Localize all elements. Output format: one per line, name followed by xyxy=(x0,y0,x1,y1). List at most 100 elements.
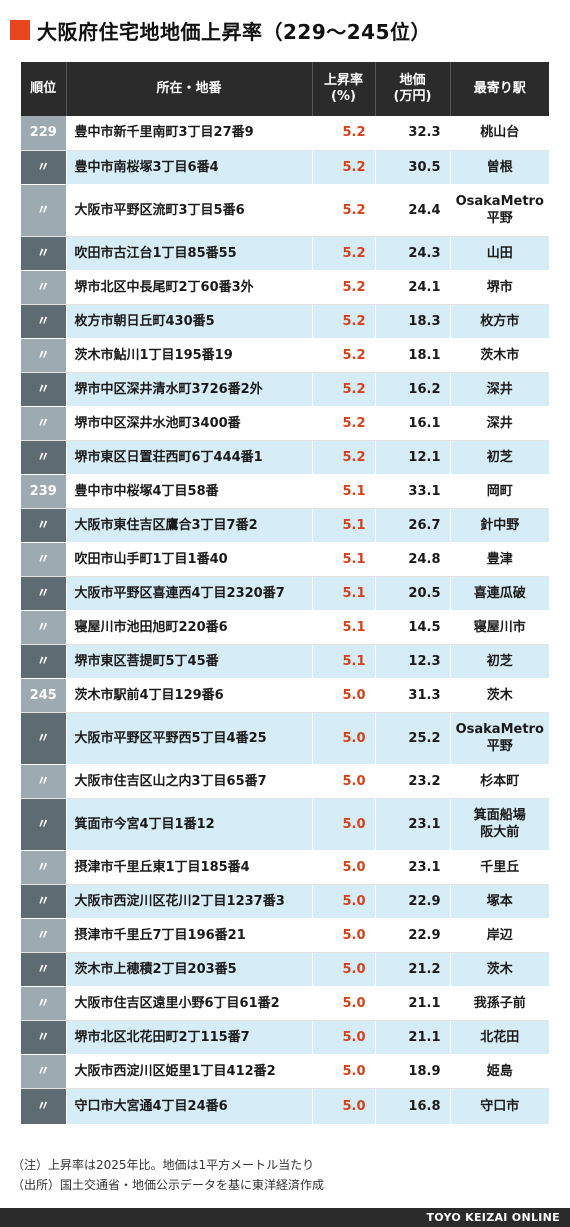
rank-cell: 〃 xyxy=(21,372,67,407)
rate-cell: 5.2 xyxy=(312,150,376,185)
price-cell: 22.9 xyxy=(375,884,451,919)
page-title: 大阪府住宅地地価上昇率（229～245位） xyxy=(37,19,431,44)
rate-cell: 5.0 xyxy=(312,986,376,1021)
station-name: 我孫子前 xyxy=(473,995,526,1011)
address-cell: 吹田市山手町1丁目1番40 xyxy=(66,542,313,577)
table-row: 〃守口市大宮通4丁目24番6 5.0 16.8 守口市 xyxy=(21,1088,549,1125)
rank-cell: 〃 xyxy=(21,884,67,919)
rate-cell: 5.1 xyxy=(312,644,376,679)
header-address: 所在・地番 xyxy=(66,62,313,116)
station-cell: 初芝 xyxy=(450,440,549,475)
footnote-source: （出所）国土交通省・地価公示データを基に東洋経済作成 xyxy=(12,1178,325,1192)
address-cell: 大阪市平野区流町3丁目5番6 xyxy=(66,184,313,237)
station-name: 豊津 xyxy=(486,551,513,567)
price-cell: 23.2 xyxy=(375,764,451,799)
station-cell: 我孫子前 xyxy=(450,986,549,1021)
address-cell: 吹田市古江台1丁目85番55 xyxy=(66,236,313,271)
address-cell: 大阪市平野区喜連西4丁目2320番7 xyxy=(66,576,313,611)
station-name: OsakaMetro xyxy=(455,722,544,737)
station-cell: 守口市 xyxy=(450,1088,549,1125)
rate-cell: 5.0 xyxy=(312,712,376,765)
rank-cell: 〃 xyxy=(21,986,67,1021)
station-name: 深井 xyxy=(486,415,513,431)
station-name: 杉本町 xyxy=(480,773,520,789)
table-row: 〃茨木市上穂積2丁目203番5 5.0 21.2 茨木 xyxy=(21,952,549,987)
station-name: 岸辺 xyxy=(486,927,513,943)
address-cell: 堺市北区中長尾町2丁60番3外 xyxy=(66,270,313,305)
station-cell: 茨木 xyxy=(450,678,549,713)
price-cell: 33.1 xyxy=(375,474,451,509)
price-cell: 20.5 xyxy=(375,576,451,611)
table-row: 〃堺市中区深井水池町3400番 5.2 16.1 深井 xyxy=(21,406,549,441)
address-cell: 茨木市駅前4丁目129番6 xyxy=(66,678,313,713)
rank-cell: 〃 xyxy=(21,610,67,645)
rank-cell: 〃 xyxy=(21,576,67,611)
station-name: 千里丘 xyxy=(480,859,520,875)
station-cell: 寝屋川市 xyxy=(450,610,549,645)
address-cell: 大阪市平野区平野西5丁目4番25 xyxy=(66,712,313,765)
price-cell: 14.5 xyxy=(375,610,451,645)
station-cell: OsakaMetro 平野 xyxy=(450,184,549,237)
price-cell: 24.8 xyxy=(375,542,451,577)
station-name: 山田 xyxy=(486,245,513,261)
table-row: 〃堺市東区日置荘西町6丁444番1 5.2 12.1 初芝 xyxy=(21,440,549,475)
station-cell: 箕面船場 阪大前 xyxy=(450,798,549,851)
table-row: 〃吹田市古江台1丁目85番55 5.2 24.3 山田 xyxy=(21,236,549,271)
table-row: 〃大阪市住吉区遠里小野6丁目61番2 5.0 21.1 我孫子前 xyxy=(21,986,549,1021)
station-name: 寝屋川市 xyxy=(473,619,526,635)
station-cell: 山田 xyxy=(450,236,549,271)
rate-cell: 5.0 xyxy=(312,764,376,799)
station-name: 茨木 xyxy=(486,687,513,703)
rank-cell: 〃 xyxy=(21,406,67,441)
station-cell: 茨木市 xyxy=(450,338,549,373)
address-cell: 堺市中区深井水池町3400番 xyxy=(66,406,313,441)
price-cell: 12.3 xyxy=(375,644,451,679)
header-price-line2: (万円) xyxy=(393,89,432,104)
table-row: 〃大阪市西淀川区姫里1丁目412番2 5.0 18.9 姫島 xyxy=(21,1054,549,1089)
table-row: 〃堺市北区北花田町2丁115番7 5.0 21.1 北花田 xyxy=(21,1020,549,1055)
station-cell: 杉本町 xyxy=(450,764,549,799)
station-name: 塚本 xyxy=(486,893,513,909)
station-cell: OsakaMetro 平野 xyxy=(450,712,549,765)
price-cell: 18.9 xyxy=(375,1054,451,1089)
rank-cell: 〃 xyxy=(21,270,67,305)
rate-cell: 5.0 xyxy=(312,1088,376,1125)
rate-cell: 5.2 xyxy=(312,184,376,237)
station-name: 茨木 xyxy=(486,961,513,977)
station-name: 姫島 xyxy=(486,1063,513,1079)
address-cell: 摂津市千里丘東1丁目185番4 xyxy=(66,850,313,885)
price-cell: 24.1 xyxy=(375,270,451,305)
header-rate-line1: 上昇率 xyxy=(323,73,363,88)
table-row: 〃枚方市朝日丘町430番5 5.2 18.3 枚方市 xyxy=(21,304,549,339)
footnote-note: （注）上昇率は2025年比。地価は1平方メートル当たり xyxy=(12,1158,315,1172)
rank-cell: 245 xyxy=(21,678,67,713)
address-cell: 摂津市千里丘7丁目196番21 xyxy=(66,918,313,953)
rate-cell: 5.0 xyxy=(312,952,376,987)
station-cell: 岡町 xyxy=(450,474,549,509)
table-row: 〃大阪市平野区流町3丁目5番6 5.2 24.4 OsakaMetro 平野 xyxy=(21,184,549,237)
station-name: 喜連瓜破 xyxy=(473,585,526,601)
station-name: 箕面船場 xyxy=(473,808,526,823)
table-row: 〃大阪市平野区喜連西4丁目2320番7 5.1 20.5 喜連瓜破 xyxy=(21,576,549,611)
station-name: 初芝 xyxy=(486,653,513,669)
station-cell: 塚本 xyxy=(450,884,549,919)
rate-cell: 5.0 xyxy=(312,884,376,919)
price-cell: 31.3 xyxy=(375,678,451,713)
station-name: 平野 xyxy=(486,211,513,226)
rank-cell: 〃 xyxy=(21,918,67,953)
rate-cell: 5.1 xyxy=(312,542,376,577)
table-row: 229 豊中市新千里南町3丁目27番9 5.2 32.3 桃山台 xyxy=(21,116,549,151)
rate-cell: 5.1 xyxy=(312,610,376,645)
rate-cell: 5.0 xyxy=(312,678,376,713)
price-cell: 23.1 xyxy=(375,850,451,885)
rank-cell: 〃 xyxy=(21,798,67,851)
station-name: 桃山台 xyxy=(480,125,520,141)
address-cell: 豊中市中桜塚4丁目58番 xyxy=(66,474,313,509)
station-name: OsakaMetro xyxy=(455,194,544,209)
station-name: 北花田 xyxy=(480,1029,520,1045)
rate-cell: 5.2 xyxy=(312,440,376,475)
rank-cell: 〃 xyxy=(21,644,67,679)
table-row: 〃箕面市今宮4丁目1番12 5.0 23.1 箕面船場 阪大前 xyxy=(21,798,549,851)
station-name: 針中野 xyxy=(480,517,520,533)
address-cell: 堺市中区深井清水町3726番2外 xyxy=(66,372,313,407)
